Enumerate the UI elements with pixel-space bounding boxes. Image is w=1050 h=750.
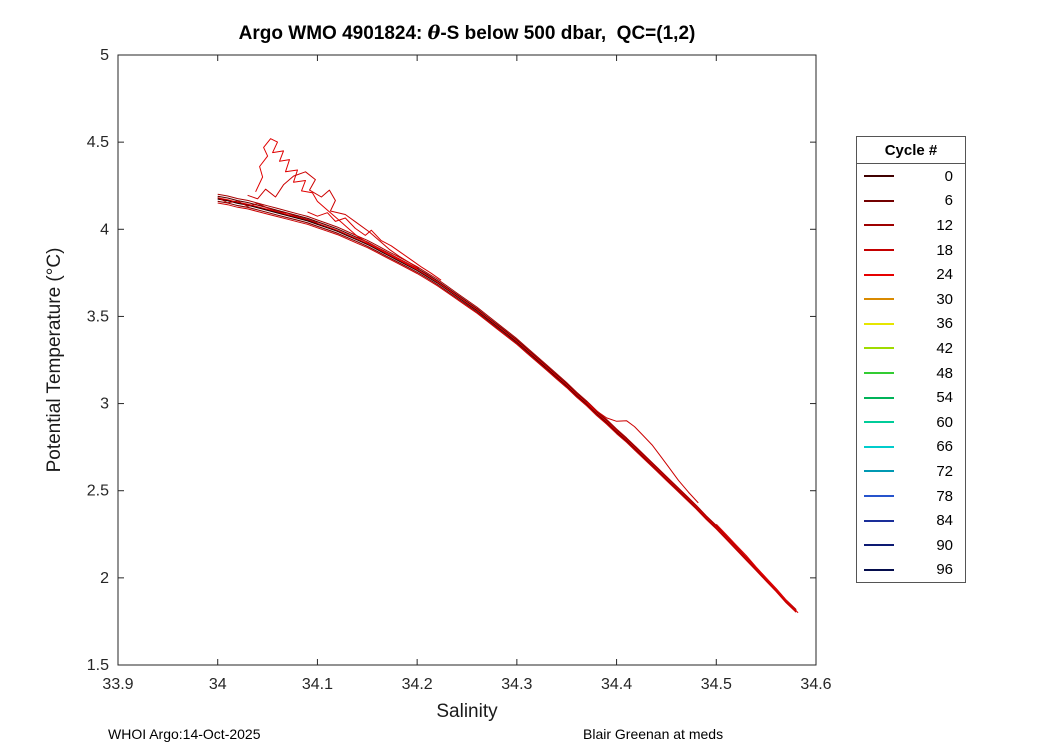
ts-curve-noise-3 bbox=[217, 197, 318, 224]
chart-title: Argo WMO 4901824: θ-S below 500 dbar, QC… bbox=[118, 22, 816, 45]
y-tick-label: 2.5 bbox=[87, 483, 109, 500]
legend-label: 24 bbox=[936, 266, 953, 284]
footer-attribution-left: WHOI Argo:14-Oct-2025 bbox=[108, 726, 261, 742]
legend-entry: 90 bbox=[857, 533, 965, 558]
y-tick-label: 3 bbox=[100, 396, 109, 413]
legend-label: 60 bbox=[936, 413, 953, 431]
legend-entry: 60 bbox=[857, 410, 965, 435]
x-tick-label: 34.6 bbox=[800, 676, 831, 693]
ts-curve-band-1 bbox=[217, 195, 797, 611]
x-tick-label: 34.1 bbox=[302, 676, 333, 693]
legend-line-swatch bbox=[864, 347, 894, 350]
x-tick-label: 34.4 bbox=[601, 676, 632, 693]
legend-entry: 0 bbox=[857, 164, 965, 189]
legend-label: 96 bbox=[936, 561, 953, 579]
legend-line-swatch bbox=[864, 224, 894, 227]
x-tick-label: 34.2 bbox=[402, 676, 433, 693]
y-tick-label: 3.5 bbox=[87, 308, 109, 325]
x-tick-label: 34.3 bbox=[501, 676, 532, 693]
legend-entry: 54 bbox=[857, 385, 965, 410]
legend-label: 72 bbox=[936, 462, 953, 480]
legend-entry: 30 bbox=[857, 287, 965, 312]
legend-line-swatch bbox=[864, 322, 894, 325]
x-axis-label: Salinity bbox=[436, 701, 498, 722]
ts-curve-noise-4 bbox=[586, 401, 699, 504]
legend-entry: 84 bbox=[857, 508, 965, 533]
ts-curve-band-5 bbox=[217, 197, 797, 612]
legend-title: Cycle # bbox=[857, 137, 965, 164]
legend-entry: 78 bbox=[857, 484, 965, 509]
legend-line-swatch bbox=[864, 249, 894, 252]
chart-title-prefix: Argo WMO 4901824: bbox=[238, 23, 428, 44]
legend-entry: 6 bbox=[857, 189, 965, 214]
axes-box bbox=[117, 54, 817, 666]
y-tick-label: 5 bbox=[100, 47, 109, 64]
legend-line-swatch bbox=[864, 273, 894, 276]
legend-entry: 12 bbox=[857, 213, 965, 238]
legend-label: 36 bbox=[936, 315, 953, 333]
ts-curve-noise-1 bbox=[247, 171, 420, 269]
legend-line-swatch bbox=[864, 519, 894, 522]
x-tick-label: 33.9 bbox=[102, 676, 133, 693]
legend-entry: 96 bbox=[857, 558, 965, 583]
legend-line-swatch bbox=[864, 421, 894, 424]
legend-entry: 24 bbox=[857, 262, 965, 287]
x-tick-label: 34 bbox=[209, 676, 227, 693]
ts-curve-band-4 bbox=[217, 202, 797, 613]
legend-entry: 42 bbox=[857, 336, 965, 361]
legend-label: 42 bbox=[936, 339, 953, 357]
y-tick-label: 4.5 bbox=[87, 134, 109, 151]
ts-curve-band-3 bbox=[217, 193, 797, 610]
legend-label: 84 bbox=[936, 512, 953, 530]
legend-line-swatch bbox=[864, 470, 894, 473]
y-tick-label: 4 bbox=[100, 221, 109, 238]
x-tick-label: 34.5 bbox=[701, 676, 732, 693]
chart-title-suffix: -S below 500 dbar, QC=(1,2) bbox=[440, 23, 696, 44]
legend-line-swatch bbox=[864, 544, 894, 547]
legend-entry: 66 bbox=[857, 435, 965, 460]
legend-entry: 72 bbox=[857, 459, 965, 484]
ts-curve-band-0 bbox=[217, 198, 797, 612]
legend-label: 78 bbox=[936, 487, 953, 505]
y-axis-label: Potential Temperature (°C) bbox=[44, 247, 65, 473]
ts-curve-noise-5 bbox=[715, 523, 799, 614]
ts-curve-noise-0 bbox=[255, 138, 418, 269]
legend-label: 54 bbox=[936, 389, 953, 407]
legend-label: 0 bbox=[944, 167, 953, 185]
legend-line-swatch bbox=[864, 396, 894, 399]
legend-entry: 18 bbox=[857, 238, 965, 263]
legend-label: 18 bbox=[936, 241, 953, 259]
ts-curve-noise-2 bbox=[307, 211, 442, 281]
footer-attribution-right: Blair Greenan at meds bbox=[583, 726, 724, 742]
legend-label: 66 bbox=[936, 438, 953, 456]
legend-line-swatch bbox=[864, 372, 894, 375]
legend-line-swatch bbox=[864, 298, 894, 301]
y-tick-label: 1.5 bbox=[87, 657, 109, 674]
legend-line-swatch bbox=[864, 199, 894, 202]
legend: Cycle # 0 6 12 18 24 30 36 42 48 54 60 66 72 78 84 90 96 bbox=[856, 136, 966, 583]
legend-label: 6 bbox=[944, 192, 953, 210]
legend-line-swatch bbox=[864, 568, 894, 571]
legend-entries: 0 6 12 18 24 30 36 42 48 54 60 66 72 78 84 90 96 bbox=[857, 164, 965, 582]
legend-entry: 36 bbox=[857, 312, 965, 337]
theta-symbol: θ bbox=[427, 22, 441, 44]
legend-line-swatch bbox=[864, 175, 894, 178]
ts-curve-band-2 bbox=[217, 200, 797, 613]
legend-label: 30 bbox=[936, 290, 953, 308]
legend-label: 48 bbox=[936, 364, 953, 382]
legend-label: 12 bbox=[936, 216, 953, 234]
legend-label: 90 bbox=[936, 536, 953, 554]
y-tick-label: 2 bbox=[100, 570, 109, 587]
legend-entry: 48 bbox=[857, 361, 965, 386]
legend-line-swatch bbox=[864, 445, 894, 448]
legend-line-swatch bbox=[864, 495, 894, 498]
